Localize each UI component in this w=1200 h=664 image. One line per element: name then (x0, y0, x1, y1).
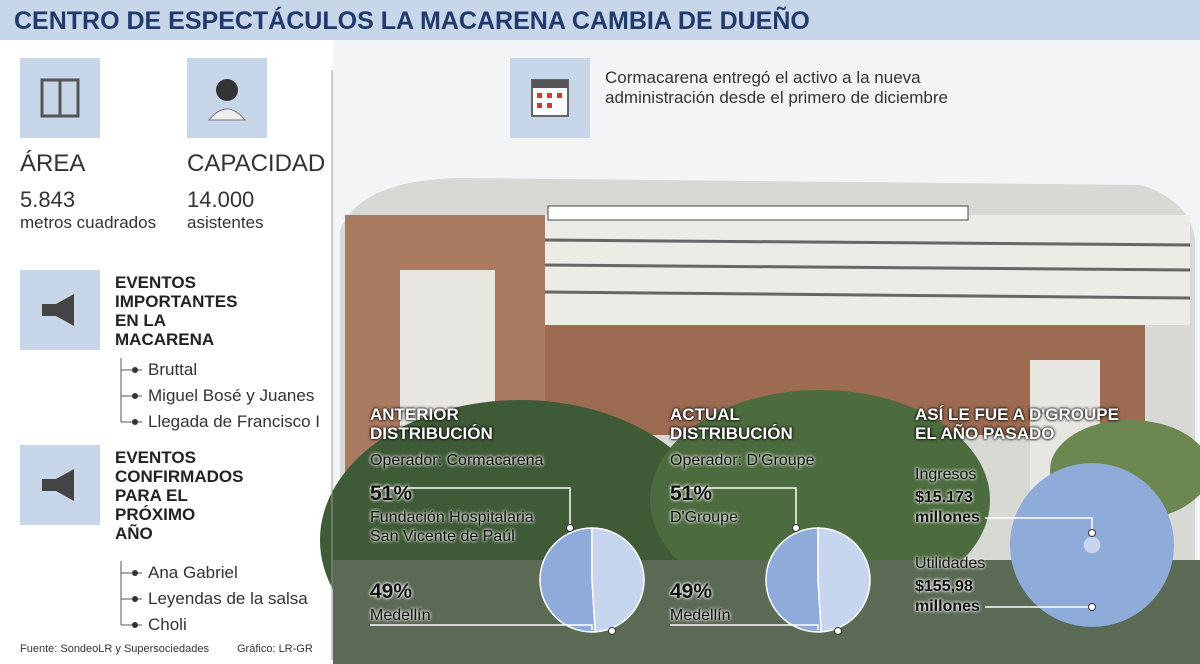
category-label: D'Groupe (670, 509, 738, 526)
event-item: Ana Gabriel (148, 563, 238, 582)
chart-title: ACTUAL DISTRIBUCIÓN (670, 405, 793, 443)
chart-subtitle: Operador: Cormacarena (370, 452, 544, 469)
bullet (132, 622, 138, 628)
stadium-lines (544, 238, 1191, 300)
chart-title: ANTERIOR DISTRIBUCIÓN (370, 405, 493, 443)
bullet (132, 596, 138, 602)
bullet (132, 570, 138, 576)
pie-slice (765, 527, 823, 633)
title: CENTRO DE ESPECTÁCULOS LA MACARENA CAMBI… (14, 7, 810, 35)
events-title: EVENTOS CONFIRMADOS PARA EL PRÓXIMO AÑO (115, 448, 244, 543)
stat-label: CAPACIDAD (187, 150, 326, 177)
leader-line (370, 624, 593, 630)
category-label: Medellín (670, 607, 731, 624)
leader-line (370, 487, 571, 528)
banner (547, 205, 969, 221)
pie-slice (539, 527, 597, 633)
event-item: Choli (148, 615, 187, 634)
leader-dot (608, 627, 616, 635)
category-label: Utilidades (915, 555, 986, 572)
chart-subtitle: Operador: D'Groupe (670, 452, 815, 469)
leader-line (670, 487, 797, 528)
event-item: Bruttal (148, 360, 198, 379)
stat-unit: asistentes (187, 213, 264, 232)
category-label: Ingresos (915, 466, 977, 483)
source: Fuente: SondeoLR y Supersociedades (20, 643, 209, 655)
capacity-icon (187, 58, 267, 138)
events-title: EVENTOS IMPORTANTES EN LA MACARENA (115, 273, 238, 349)
bullet (132, 393, 138, 399)
bullet (132, 419, 138, 425)
leader-dot (1088, 603, 1096, 611)
trees (650, 390, 990, 610)
value-label: 49% (670, 580, 713, 603)
event-item: Leyendas de la salsa (148, 589, 308, 608)
note: Cormacarena entregó el activo a la nueva… (605, 68, 948, 107)
value-label: $155,98 millones (915, 578, 980, 615)
leader-line (670, 624, 819, 630)
stat-value: 5.843 (20, 187, 76, 212)
leader-dot (792, 524, 800, 532)
leader-dot (834, 627, 842, 635)
stat-unit: metros cuadrados (20, 213, 157, 232)
megaphone-icon (20, 445, 100, 525)
leader-dot (1088, 529, 1096, 537)
calendar-icon (510, 58, 590, 138)
category-label: Fundación Hospitalaria San Vicente de Pa… (370, 509, 534, 545)
category-label: Medellín (370, 607, 431, 624)
event-item: Llegada de Francisco I (148, 412, 320, 431)
area-icon (20, 58, 100, 138)
chart-title: ASÍ LE FUE A D'GROUPE EL AÑO PASADO (915, 405, 1119, 443)
leader-dot (566, 524, 574, 532)
bubble (1083, 536, 1101, 554)
bullet (132, 367, 138, 373)
megaphone-icon (20, 270, 100, 350)
value-label: 51% (370, 482, 413, 505)
leader-line (985, 517, 1093, 533)
value-label: $15.173 millones (915, 489, 980, 526)
event-item: Miguel Bosé y Juanes (148, 386, 315, 405)
stat-label: ÁREA (20, 150, 86, 177)
value-label: 49% (370, 580, 413, 603)
stat-value: 14.000 (187, 187, 255, 212)
value-label: 51% (670, 482, 713, 505)
credit: Gráfico: LR-GR (237, 643, 313, 655)
header-bar (0, 0, 1200, 40)
